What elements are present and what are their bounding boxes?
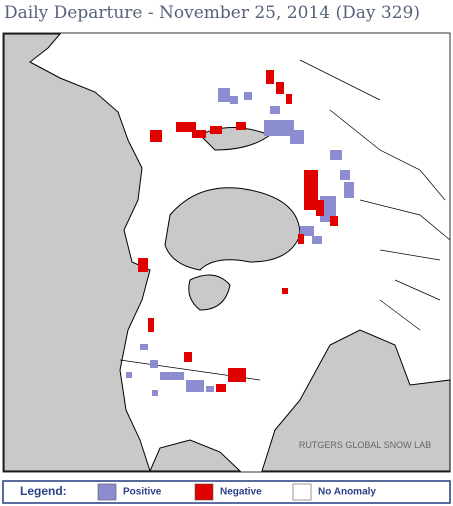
anomaly-cell <box>330 216 338 226</box>
anomaly-cell <box>266 70 274 84</box>
anomaly-cell <box>340 170 350 180</box>
anomaly-cell <box>270 106 280 114</box>
anomaly-cell <box>206 386 214 392</box>
anomaly-cell <box>184 352 192 362</box>
legend-swatch <box>292 483 312 501</box>
anomaly-cell <box>150 130 162 142</box>
anomaly-cell <box>228 368 246 382</box>
anomaly-cell <box>152 390 158 396</box>
anomaly-cell <box>304 170 318 210</box>
anomaly-cell <box>138 258 148 272</box>
pacific-ocean <box>3 33 151 472</box>
anomaly-cell <box>316 200 324 216</box>
anomaly-cell <box>330 150 342 160</box>
anomaly-cell <box>264 120 294 136</box>
anomaly-cell <box>300 226 314 236</box>
anomaly-cell <box>216 384 226 392</box>
anomaly-cell <box>218 88 230 102</box>
legend-item-label: No Anomaly <box>318 487 376 498</box>
borders <box>119 59 451 381</box>
anomaly-cell <box>126 372 132 378</box>
legend-item-label: Negative <box>220 487 262 498</box>
legend: Positive Negative No Anomaly <box>97 483 376 501</box>
arctic-ocean <box>164 187 301 271</box>
anomaly-cell <box>282 288 288 294</box>
atlantic-ocean <box>261 329 451 472</box>
country-borders <box>119 59 451 381</box>
anomaly-cell <box>344 182 354 198</box>
ocean <box>3 33 451 472</box>
legend-item-label: Positive <box>123 487 162 498</box>
legend-swatch <box>194 483 214 501</box>
credit: RUTGERS GLOBAL SNOW LAB <box>299 440 431 450</box>
anomaly-cell <box>312 236 322 244</box>
anomaly-cell <box>230 96 238 104</box>
anomaly-cell <box>148 318 154 332</box>
anomaly-cell <box>176 122 196 132</box>
legend-label: Legend: <box>20 484 67 498</box>
anomaly-cell <box>210 126 222 134</box>
anomaly-cell <box>286 94 292 104</box>
anomaly-cell <box>290 130 304 144</box>
hudson-bay <box>188 274 231 311</box>
legend-swatch <box>97 483 117 501</box>
anomaly-cell <box>236 122 246 130</box>
anomaly-cell <box>160 372 184 380</box>
anomaly-cell <box>298 234 304 244</box>
gulf-of-mexico <box>149 439 242 472</box>
anomaly-cell <box>186 380 204 392</box>
anomaly-cell <box>276 82 284 94</box>
anomaly-cell <box>150 360 158 368</box>
page-title: Daily Departure - November 25, 2014 (Day… <box>4 3 420 23</box>
anomaly-cell <box>140 344 148 350</box>
anomaly-cell <box>192 130 206 138</box>
anomaly-cells <box>126 70 354 396</box>
anomaly-cell <box>244 92 252 100</box>
